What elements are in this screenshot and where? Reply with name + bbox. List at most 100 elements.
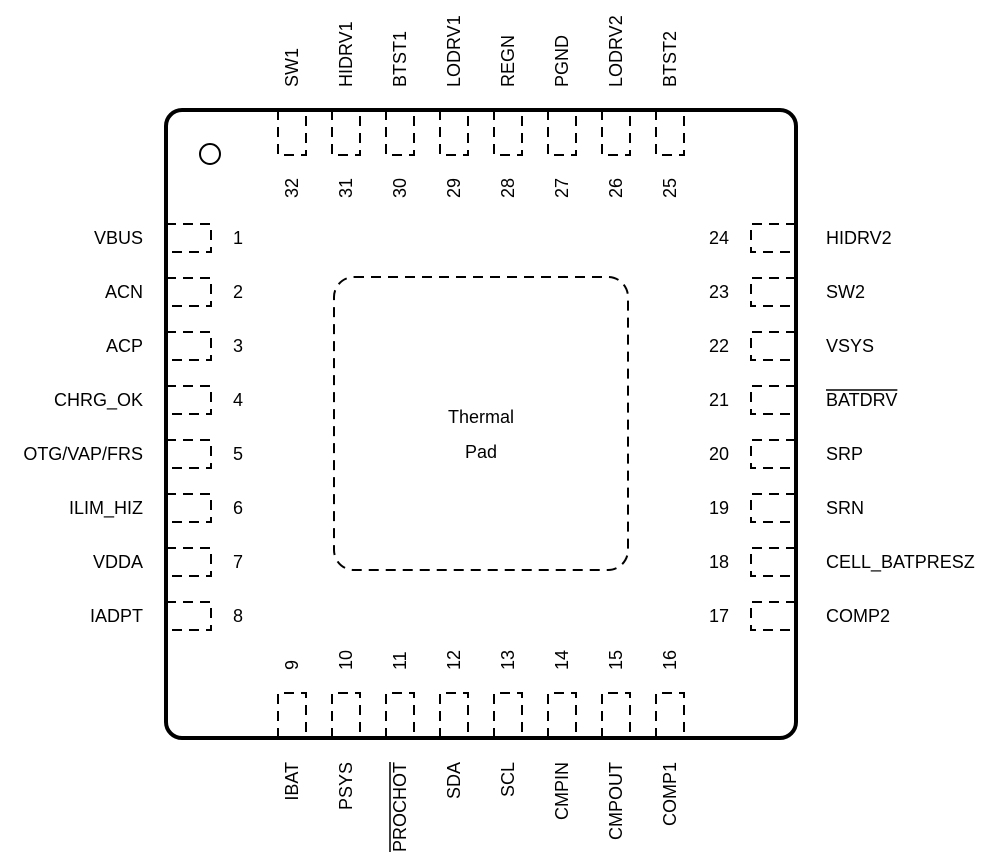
pin-4-pad	[166, 385, 212, 415]
pin-label-btst1: BTST1	[390, 31, 410, 87]
pin-26-pad	[601, 110, 631, 156]
pin-32-number: 32	[282, 178, 302, 198]
pin-22-number: 22	[709, 336, 729, 356]
thermal-pad-label-line2: Pad	[465, 442, 497, 462]
pin-label-sw2: SW2	[826, 282, 865, 302]
pin-label-lodrv1: LODRV1	[444, 15, 464, 87]
pin-label-psys: PSYS	[336, 762, 356, 810]
pin-27-number: 27	[552, 178, 572, 198]
pin-15-pad	[601, 692, 631, 738]
pin-label-acp: ACP	[106, 336, 143, 356]
pin-30-number: 30	[390, 178, 410, 198]
pin-label-cmpin: CMPIN	[552, 762, 572, 820]
pin-18-number: 18	[709, 552, 729, 572]
pin-label-comp2: COMP2	[826, 606, 890, 626]
pin-label-ibat: IBAT	[282, 762, 302, 801]
pin-label-lodrv2: LODRV2	[606, 15, 626, 87]
pin-5-number: 5	[233, 444, 243, 464]
pin-label-vbus: VBUS	[94, 228, 143, 248]
pin-label-chrg-ok: CHRG_OK	[54, 390, 143, 411]
pin-14-number: 14	[552, 650, 572, 670]
pin-label-sw1: SW1	[282, 48, 302, 87]
pin-13-pad	[493, 692, 523, 738]
pin-10-number: 10	[336, 650, 356, 670]
pin-9-pad	[277, 692, 307, 738]
pin-3-pad	[166, 331, 212, 361]
pin-label-hidrv1: HIDRV1	[336, 21, 356, 87]
pin-20-number: 20	[709, 444, 729, 464]
pin-label-iadpt: IADPT	[90, 606, 143, 626]
pin1-indicator	[199, 143, 221, 165]
pin-19-pad	[750, 493, 796, 523]
pin-18-pad	[750, 547, 796, 577]
pin-label-btst2: BTST2	[660, 31, 680, 87]
pin-21-pad	[750, 385, 796, 415]
pin-8-number: 8	[233, 606, 243, 626]
pin-label-srp: SRP	[826, 444, 863, 464]
pin-10-pad	[331, 692, 361, 738]
package-outline	[164, 108, 798, 740]
pin-31-number: 31	[336, 178, 356, 198]
pin-6-pad	[166, 493, 212, 523]
pin-11-pad	[385, 692, 415, 738]
pin-29-pad	[439, 110, 469, 156]
pin-2-number: 2	[233, 282, 243, 302]
pin-22-pad	[750, 331, 796, 361]
pin-14-pad	[547, 692, 577, 738]
thermal-pad-outline	[333, 276, 629, 571]
pin-24-pad	[750, 223, 796, 253]
pin-label-scl: SCL	[498, 762, 518, 797]
pin-4-number: 4	[233, 390, 243, 410]
pin-17-number: 17	[709, 606, 729, 626]
pin-32-pad	[277, 110, 307, 156]
pin-label-hidrv2: HIDRV2	[826, 228, 892, 248]
pin-7-pad	[166, 547, 212, 577]
pin-label-vsys: VSYS	[826, 336, 874, 356]
pin-label-srn: SRN	[826, 498, 864, 518]
pin-label-comp1: COMP1	[660, 762, 680, 826]
pin-2-pad	[166, 277, 212, 307]
pin-23-number: 23	[709, 282, 729, 302]
pin-label-batdrv: BATDRV	[826, 390, 897, 410]
pin-12-number: 12	[444, 650, 464, 670]
pin-label-acn: ACN	[105, 282, 143, 302]
pin-25-pad	[655, 110, 685, 156]
pin-29-number: 29	[444, 178, 464, 198]
pin-8-pad	[166, 601, 212, 631]
pin-1-pad	[166, 223, 212, 253]
pin-17-pad	[750, 601, 796, 631]
pins-group: 1 VBUS 2 ACN 3 ACP 4 CHRG_OK 5 OTG/VAP/FRS 6 ILIM_H…	[23, 15, 975, 852]
pin-label-pgnd: PGND	[552, 35, 572, 87]
pin-20-pad	[750, 439, 796, 469]
pin-25-number: 25	[660, 178, 680, 198]
pin-23-pad	[750, 277, 796, 307]
pin-28-pad	[493, 110, 523, 156]
pin-label-prochot: PROCHOT	[390, 762, 410, 852]
pin-13-number: 13	[498, 650, 518, 670]
pin-15-number: 15	[606, 650, 626, 670]
pin-19-number: 19	[709, 498, 729, 518]
pin-21-number: 21	[709, 390, 729, 410]
pin-30-pad	[385, 110, 415, 156]
pin-label-cell-batpresz: CELL_BATPRESZ	[826, 552, 975, 573]
pin-1-number: 1	[233, 228, 243, 248]
pin-label-otg-vap-frs: OTG/VAP/FRS	[23, 444, 143, 464]
pin-27-pad	[547, 110, 577, 156]
pin-label-sda: SDA	[444, 762, 464, 799]
pin-label-vdda: VDDA	[93, 552, 143, 572]
pin-5-pad	[166, 439, 212, 469]
pin-26-number: 26	[606, 178, 626, 198]
pin-label-cmpout: CMPOUT	[606, 762, 626, 840]
pin-16-number: 16	[660, 650, 680, 670]
pin-3-number: 3	[233, 336, 243, 356]
pin-16-pad	[655, 692, 685, 738]
pin-7-number: 7	[233, 552, 243, 572]
pin-31-pad	[331, 110, 361, 156]
thermal-pad-label-line1: Thermal	[448, 407, 514, 427]
pin-28-number: 28	[498, 178, 518, 198]
pin-12-pad	[439, 692, 469, 738]
pin-label-regn: REGN	[498, 35, 518, 87]
pin-9-number: 9	[282, 660, 302, 670]
pin-24-number: 24	[709, 228, 729, 248]
